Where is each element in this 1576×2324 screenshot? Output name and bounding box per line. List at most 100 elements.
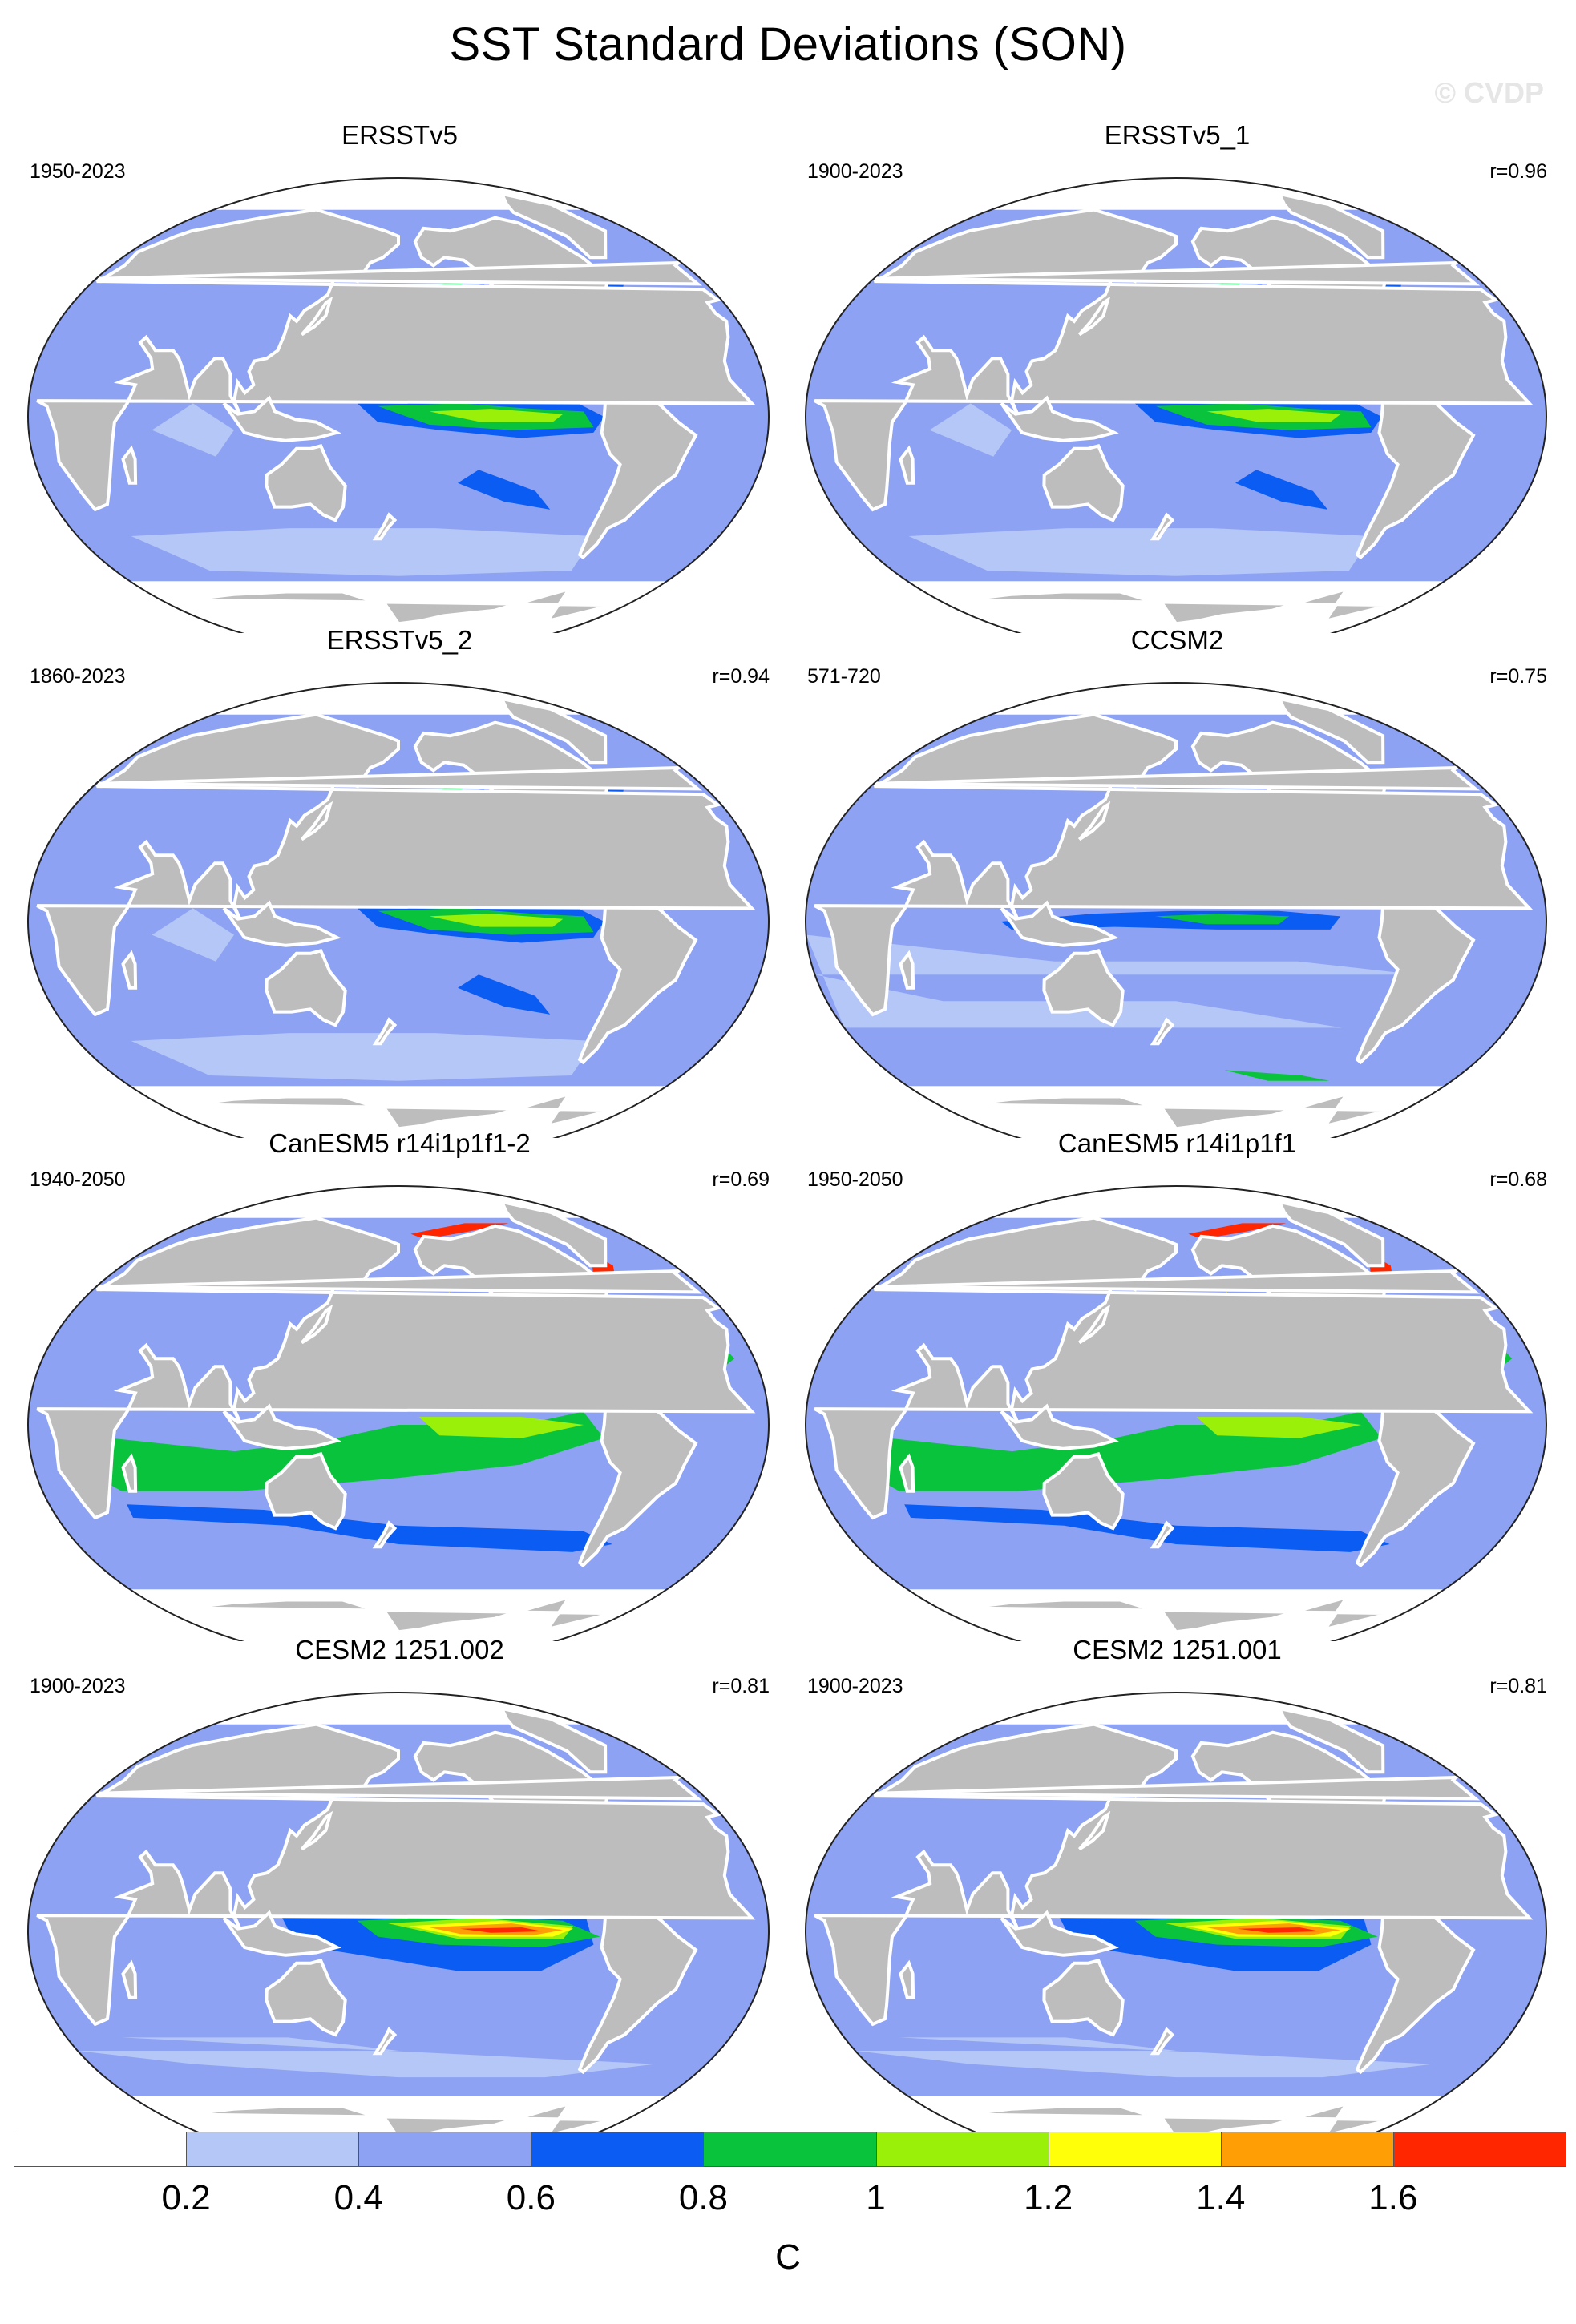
- sst-contour: [929, 403, 1012, 457]
- land-uk: [97, 260, 703, 286]
- sst-contour: [131, 1033, 595, 1081]
- colorbar-tick-label: 1.2: [1024, 2178, 1073, 2217]
- map-panel: ERSSTv5 1950-2023: [26, 120, 774, 633]
- panel-title: CanESM5 r14i1p1f1-2: [269, 1128, 531, 1158]
- land-greenland: [1276, 1200, 1385, 1268]
- panel-years: 571-720: [807, 665, 881, 688]
- land-madagascar: [121, 1959, 138, 1999]
- sst-contour: [1238, 1927, 1320, 1933]
- land-nz: [1150, 1520, 1175, 1549]
- land-madagascar: [899, 445, 915, 485]
- sst-contour: [1188, 1223, 1287, 1240]
- panel-title: CESM2 1251.001: [1073, 1635, 1282, 1664]
- land-greenland: [499, 1706, 608, 1774]
- land-madagascar: [121, 1453, 138, 1493]
- land-australia: [1042, 1959, 1125, 2037]
- map-border: [27, 177, 770, 633]
- land-uk: [875, 765, 1481, 791]
- land-asia: [814, 1216, 1534, 1520]
- land-uk: [875, 1269, 1481, 1294]
- land-nz: [372, 1017, 398, 1046]
- map-panel: CESM2 1251.002 1900-2023 r=0.81: [26, 1635, 774, 2148]
- sst-contour: [908, 528, 1372, 576]
- map-panel: CanESM5 r14i1p1f1-2 1940-2050 r=0.69: [26, 1128, 774, 1641]
- panel-years: 1900-2023: [807, 160, 903, 183]
- colorbar-cell: [1392, 2132, 1566, 2167]
- land-asia: [36, 1722, 756, 2027]
- land-indonesia: [1000, 1910, 1119, 1957]
- panel-years: 1950-2050: [807, 1168, 903, 1191]
- figure-title: SST Standard Deviations (SON): [449, 18, 1127, 71]
- panel-title: ERSSTv5_1: [1104, 120, 1251, 150]
- colorbar-tick-label: 0.8: [678, 2178, 729, 2217]
- colorbar-cell: [1048, 2132, 1222, 2167]
- panel-years: 1900-2023: [30, 1675, 126, 1697]
- land-indonesia: [222, 1403, 341, 1450]
- land-nz: [1150, 1017, 1175, 1046]
- sst-contour: [1155, 914, 1290, 925]
- land-antarctica: [964, 1091, 1392, 1138]
- panel-years: 1950-2023: [30, 160, 126, 183]
- land-indonesia: [1000, 1403, 1119, 1450]
- colorbar-cell: [531, 2132, 705, 2167]
- land-australia: [265, 949, 347, 1027]
- land-madagascar: [899, 1453, 915, 1493]
- panel-years: 1900-2023: [807, 1675, 903, 1697]
- sst-contour: [429, 914, 564, 927]
- land-antarctica: [964, 586, 1392, 633]
- land-indonesia: [222, 395, 341, 442]
- map-border: [27, 1692, 770, 2148]
- sst-contour: [904, 1504, 1390, 1552]
- colorbar: [14, 2132, 1566, 2167]
- map-panel: CCSM2 571-720 r=0.75: [803, 625, 1551, 1138]
- land-antarctica: [187, 586, 614, 633]
- sst-contour: [458, 470, 551, 510]
- land-madagascar: [899, 1959, 915, 1999]
- panel-correlation: r=0.68: [1489, 1168, 1547, 1191]
- land-uk: [875, 1775, 1481, 1801]
- land-greenland: [499, 192, 608, 260]
- map-panel: ERSSTv5_1 1900-2023 r=0.96: [803, 120, 1551, 633]
- sst-contour: [152, 908, 234, 962]
- land-uk: [97, 1775, 703, 1801]
- panel-title: ERSSTv5: [341, 120, 458, 150]
- sst-contour: [1224, 1070, 1330, 1081]
- land-japan: [300, 1810, 333, 1851]
- land-japan: [300, 801, 333, 841]
- sst-contour: [152, 403, 234, 457]
- land-nz: [1150, 512, 1175, 541]
- colorbar-tick-label: 1.4: [1196, 2178, 1246, 2217]
- land-japan: [300, 296, 333, 337]
- land-nz: [1150, 2027, 1175, 2056]
- watermark: © CVDP: [1434, 76, 1544, 109]
- land-japan: [1077, 801, 1111, 841]
- land-australia: [1042, 949, 1125, 1027]
- land-australia: [265, 1959, 347, 2037]
- land-greenland: [1276, 696, 1385, 765]
- map-border: [805, 682, 1547, 1138]
- sst-contour: [429, 409, 564, 422]
- land-madagascar: [121, 445, 138, 485]
- land-japan: [1077, 1304, 1111, 1345]
- panel-title: CESM2 1251.002: [295, 1635, 504, 1664]
- colorbar-cell: [186, 2132, 360, 2167]
- land-uk: [97, 765, 703, 791]
- land-indonesia: [1000, 900, 1119, 947]
- sst-contour: [77, 2037, 656, 2078]
- colorbar-tick-label: 0.6: [506, 2178, 556, 2217]
- land-indonesia: [222, 900, 341, 947]
- sst-contour: [806, 934, 1417, 1028]
- land-japan: [1077, 296, 1111, 337]
- panel-correlation: r=0.94: [712, 665, 770, 688]
- world-map: [27, 682, 770, 1138]
- panel-years: 1940-2050: [30, 1168, 126, 1191]
- sst-contour: [131, 528, 595, 576]
- colorbar-cell: [875, 2132, 1049, 2167]
- land-greenland: [499, 696, 608, 765]
- panel-years: 1860-2023: [30, 665, 126, 688]
- map-panel: CanESM5 r14i1p1f1 1950-2050 r=0.68: [803, 1128, 1551, 1641]
- colorbar-cell: [1220, 2132, 1394, 2167]
- panel-title: ERSSTv5_2: [326, 625, 473, 655]
- colorbar-tick-label: 0.2: [161, 2178, 211, 2217]
- land-indonesia: [222, 1910, 341, 1957]
